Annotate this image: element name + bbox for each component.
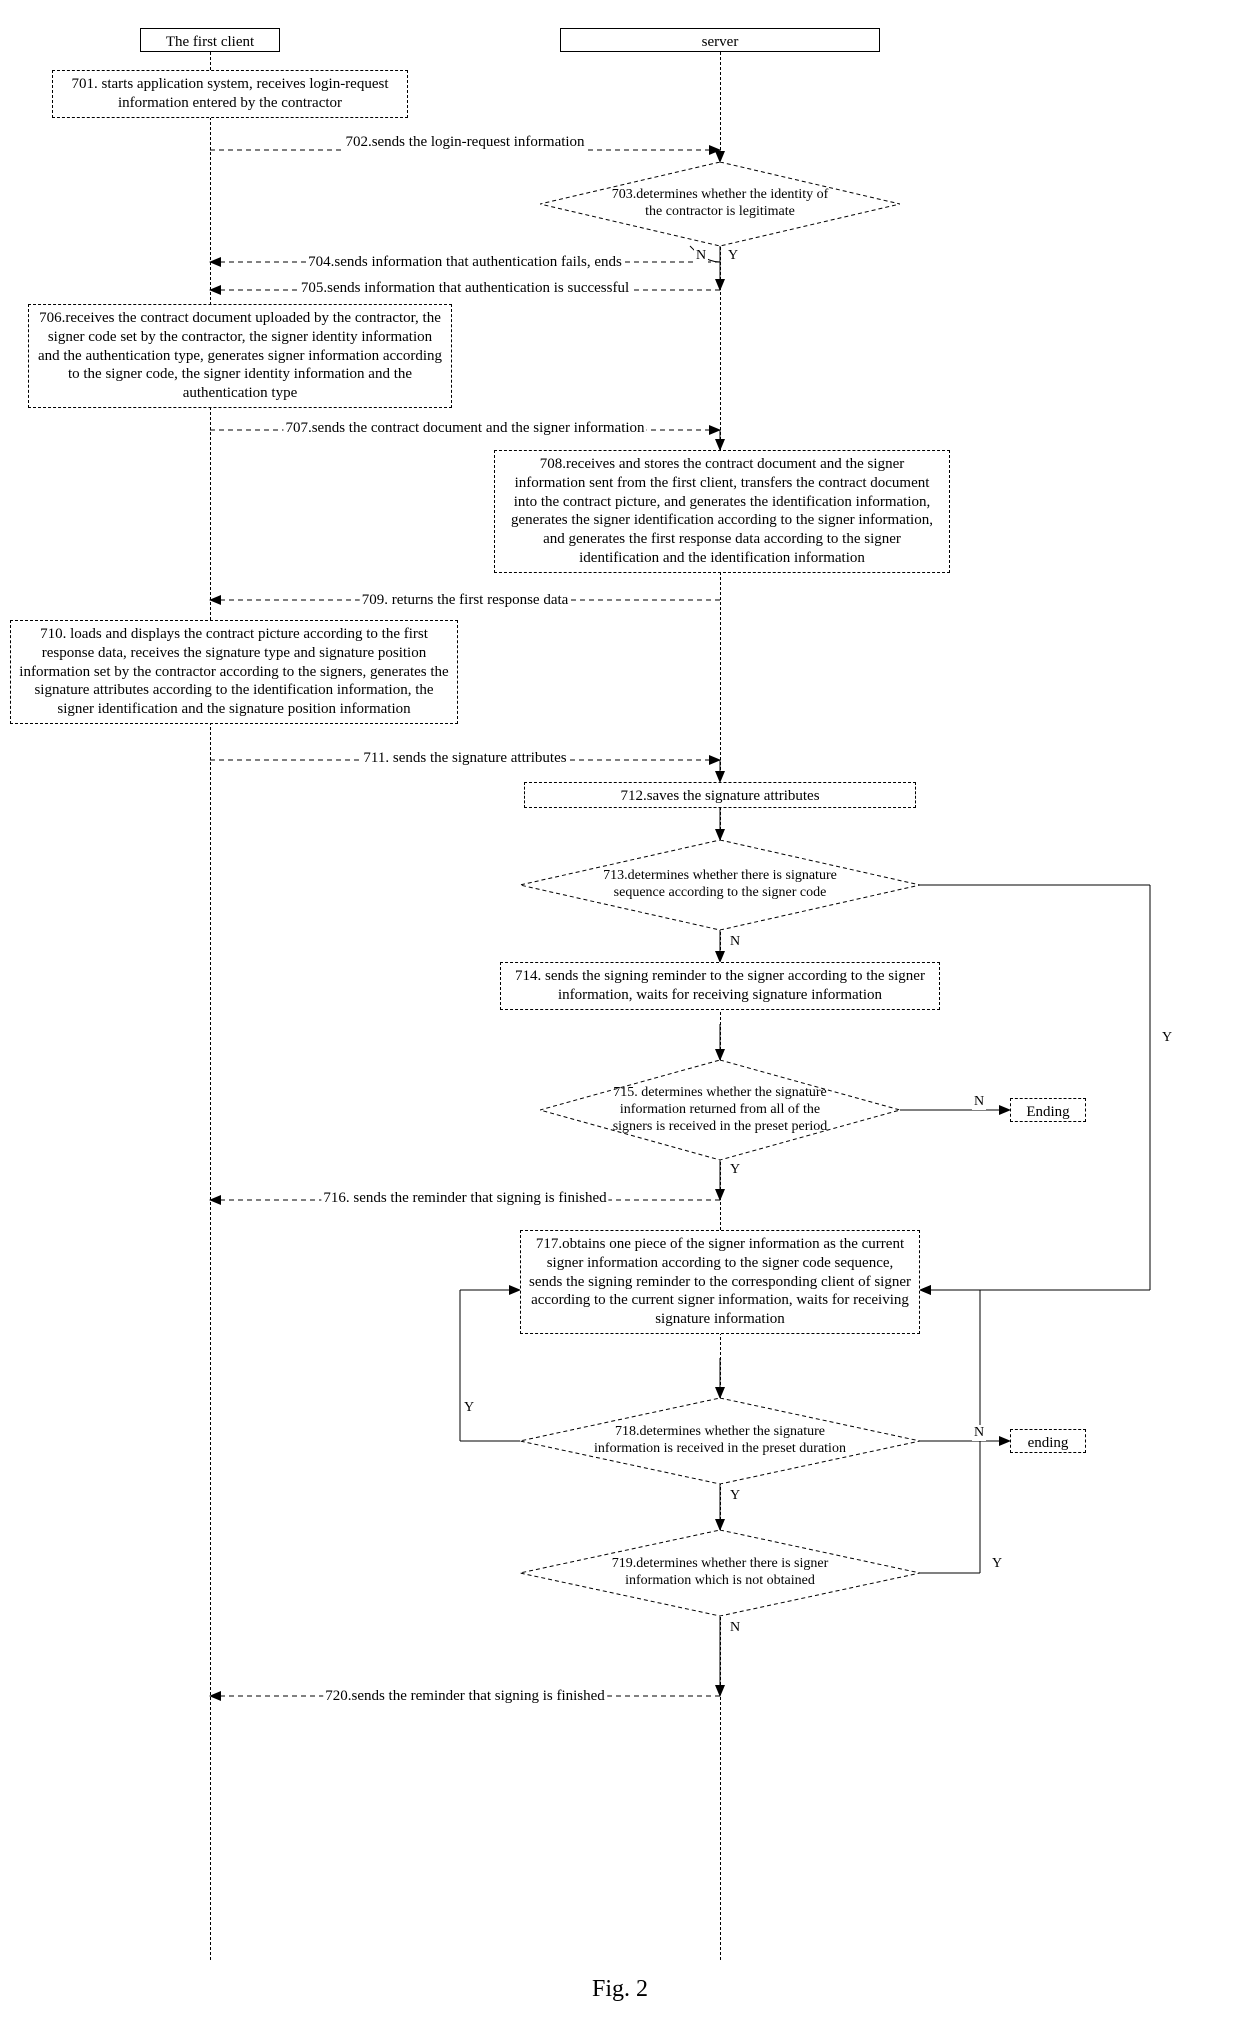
node-710: 710. loads and displays the contract pic… <box>10 620 458 724</box>
decision-703: 703.determines whether the identity of t… <box>540 162 900 246</box>
decision-719: 719.determines whether there is signer i… <box>520 1530 920 1616</box>
msg-702: 702.sends the login-request information <box>343 134 586 151</box>
swimlane-header-client: The first client <box>140 28 280 52</box>
decision-718: 718.determines whether the signature inf… <box>520 1398 920 1484</box>
node-701: 701. starts application system, receives… <box>52 70 408 118</box>
decision-713: 713.determines whether there is signatur… <box>520 840 920 930</box>
label-719-Y: Y <box>990 1556 1004 1572</box>
label-718-N: N <box>972 1425 986 1441</box>
label-703-N: N <box>694 248 708 264</box>
msg-705: 705.sends information that authenticatio… <box>299 280 631 297</box>
node-717: 717.obtains one piece of the signer info… <box>520 1230 920 1334</box>
node-712: 712.saves the signature attributes <box>524 782 916 808</box>
label-719-N: N <box>728 1620 742 1636</box>
flowchart-canvas: The first client server 701. starts appl… <box>0 0 1240 2021</box>
node-714: 714. sends the signing reminder to the s… <box>500 962 940 1010</box>
msg-711: 711. sends the signature attributes <box>361 750 568 767</box>
label-703-Y: Y <box>726 248 740 264</box>
msg-704: 704.sends information that authenticatio… <box>306 254 624 271</box>
node-ending-1: Ending <box>1010 1098 1086 1122</box>
label-715-Y: Y <box>728 1162 742 1178</box>
msg-716: 716. sends the reminder that signing is … <box>321 1190 608 1207</box>
label-715-N: N <box>972 1094 986 1110</box>
label-718-Y: Y <box>728 1488 742 1504</box>
label-718-Yleft: Y <box>462 1400 476 1416</box>
decision-715: 715. determines whether the signature in… <box>540 1060 900 1160</box>
figure-caption: Fig. 2 <box>0 1976 1240 2003</box>
node-706: 706.receives the contract document uploa… <box>28 304 452 408</box>
msg-707: 707.sends the contract document and the … <box>283 420 646 437</box>
node-ending-2: ending <box>1010 1429 1086 1453</box>
node-708: 708.receives and stores the contract doc… <box>494 450 950 573</box>
msg-709: 709. returns the first response data <box>360 592 571 609</box>
label-713-N: N <box>728 934 742 950</box>
label-713-Y: Y <box>1160 1030 1174 1046</box>
swimlane-header-server: server <box>560 28 880 52</box>
msg-720: 720.sends the reminder that signing is f… <box>323 1688 607 1705</box>
